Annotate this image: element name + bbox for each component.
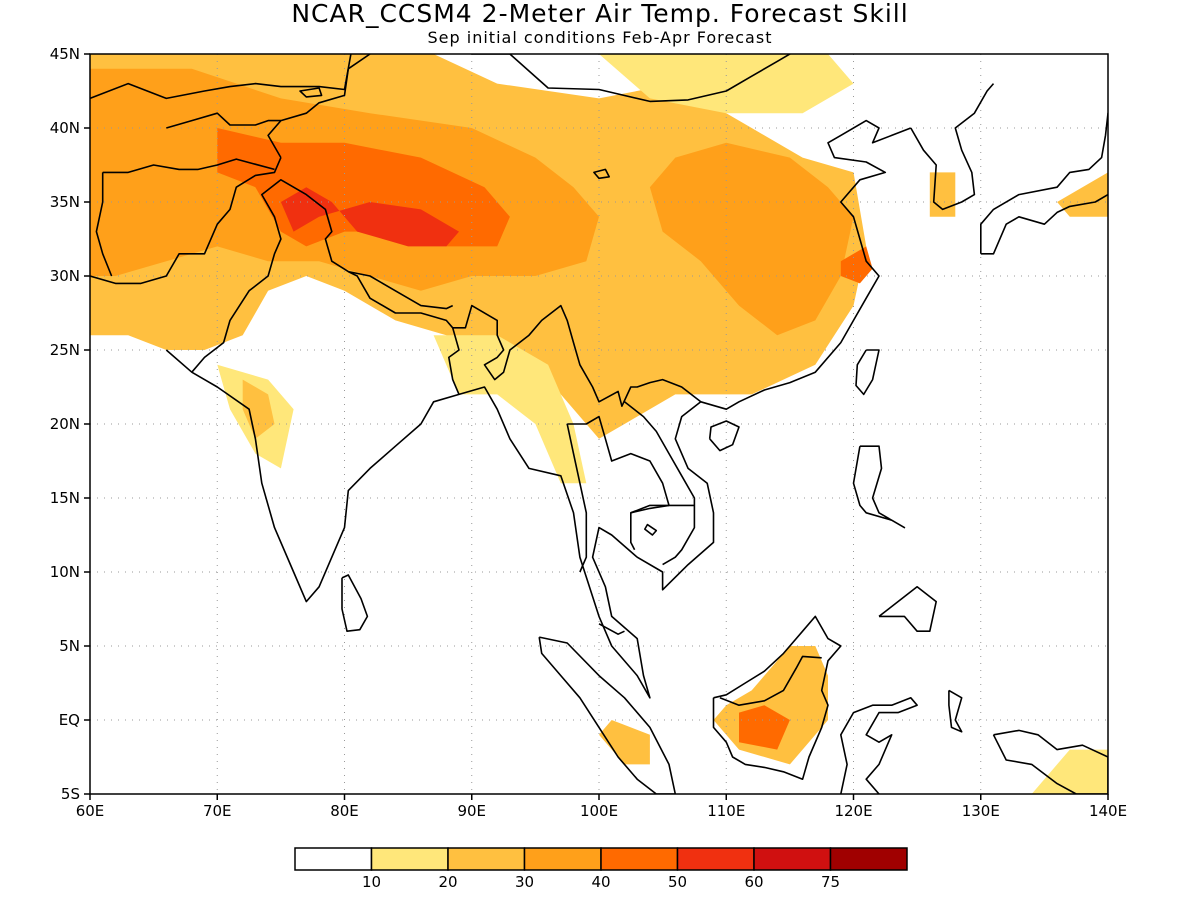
- colorbar-swatch: [523, 847, 602, 871]
- border-china-west: [267, 54, 371, 158]
- coastline-mindanao: [878, 585, 938, 633]
- lat-tick-label: 15N: [50, 489, 80, 507]
- coastline-sulawesi: [839, 696, 918, 794]
- coastline-taiwan: [855, 349, 880, 396]
- lake-issyk: [299, 87, 323, 98]
- border-india-pak: [191, 179, 702, 408]
- lat-tick-label: 35N: [50, 193, 80, 211]
- coastline-india: [165, 119, 912, 699]
- coastline-new-guinea: [992, 729, 1108, 794]
- border-kaz-south: [90, 54, 352, 100]
- border-nepal-tibet: [348, 270, 454, 310]
- coastline-luzon: [852, 445, 906, 529]
- lake-tonle-sap: [643, 523, 658, 536]
- lat-tick-label: 45N: [50, 45, 80, 63]
- colorbar-label: 20: [438, 873, 457, 891]
- axis-ticks: 60E 70E 80E 90E 100E 110E 120E 130E 140E 45N 40N 35…: [50, 45, 1127, 820]
- skill-region-korea: [929, 172, 956, 217]
- lon-tick-label: 120E: [834, 802, 872, 820]
- skill-region-new-guinea: [1031, 749, 1108, 794]
- colorbar-swatch: [294, 847, 373, 871]
- border-afg-north: [102, 158, 275, 174]
- border-afg-pak: [90, 157, 282, 285]
- lon-tick-label: 80E: [330, 802, 359, 820]
- coastline-japan: [979, 112, 1108, 255]
- lake-balkhash: [268, 39, 319, 46]
- border-myanmar-thai-south: [566, 423, 588, 573]
- lat-tick-label: 5S: [61, 785, 80, 803]
- colorbar: 10 20 30 40 50 60 75: [294, 847, 908, 891]
- colorbar-swatch: [753, 847, 832, 871]
- colorbar-label: 75: [821, 873, 840, 891]
- colorbar-label: 10: [362, 873, 381, 891]
- border-laos-viet: [624, 401, 696, 566]
- map-subtitle: Sep initial conditions Feb-Apr Forecast: [427, 28, 773, 47]
- skill-region-kashmir-core: [280, 187, 459, 247]
- lat-tick-label: 5N: [59, 637, 80, 655]
- border-iran-afg: [95, 172, 113, 277]
- colorbar-label: 40: [591, 873, 610, 891]
- colorbar-swatch: [600, 847, 679, 871]
- border-uzb-taj: [166, 112, 281, 129]
- border-malaysia-borneo: [719, 655, 822, 707]
- colorbar-label: 50: [668, 873, 687, 891]
- lat-tick-label: 40N: [50, 119, 80, 137]
- coastline-korea: [910, 83, 995, 211]
- lon-tick-label: 90E: [457, 802, 486, 820]
- lat-tick-label: 10N: [50, 563, 80, 581]
- lat-tick-label: 25N: [50, 341, 80, 359]
- skill-shading-layer: [90, 54, 1108, 794]
- lat-tick-label: 20N: [50, 415, 80, 433]
- border-india-bangladesh: [447, 327, 460, 395]
- colorbar-swatch: [676, 847, 755, 871]
- coastline-halmahera: [948, 689, 963, 733]
- lat-tick-label: 30N: [50, 267, 80, 285]
- skill-region-east-china: [649, 142, 854, 336]
- border-ptp: [598, 623, 625, 636]
- skill-region-india-west-core: [242, 379, 275, 439]
- skill-region-sumatra-south: [599, 720, 650, 765]
- colorbar-swatch: [829, 847, 908, 871]
- coastline-hainan: [708, 420, 740, 452]
- lon-tick-label: 140E: [1089, 802, 1127, 820]
- lon-tick-label: 100E: [580, 802, 618, 820]
- coastline-layer: [90, 39, 1108, 794]
- colorbar-label: 30: [515, 873, 534, 891]
- lon-tick-label: 60E: [76, 802, 105, 820]
- coastline-borneo: [712, 615, 842, 781]
- map-title: NCAR_CCSM4 2-Meter Air Temp. Forecast Sk…: [291, 0, 909, 28]
- coastline-sri-lanka: [341, 574, 369, 633]
- grid-lines: [90, 54, 1108, 794]
- lat-tick-label: EQ: [59, 711, 80, 729]
- skill-region-bangladesh-myanmar: [433, 335, 587, 484]
- colorbar-label: 60: [744, 873, 763, 891]
- border-cambodia: [630, 504, 695, 514]
- lon-tick-label: 110E: [707, 802, 745, 820]
- border-mongolia: [470, 54, 792, 103]
- lon-tick-label: 130E: [962, 802, 1000, 820]
- skill-region-borneo-core: [739, 705, 790, 750]
- coastline-sumatra: [538, 636, 677, 794]
- lake-qinghai: [593, 168, 611, 180]
- lon-tick-label: 70E: [203, 802, 232, 820]
- skill-region-mongolia-north: [599, 54, 854, 114]
- colorbar-swatch: [447, 847, 526, 871]
- colorbar-swatch: [370, 847, 449, 871]
